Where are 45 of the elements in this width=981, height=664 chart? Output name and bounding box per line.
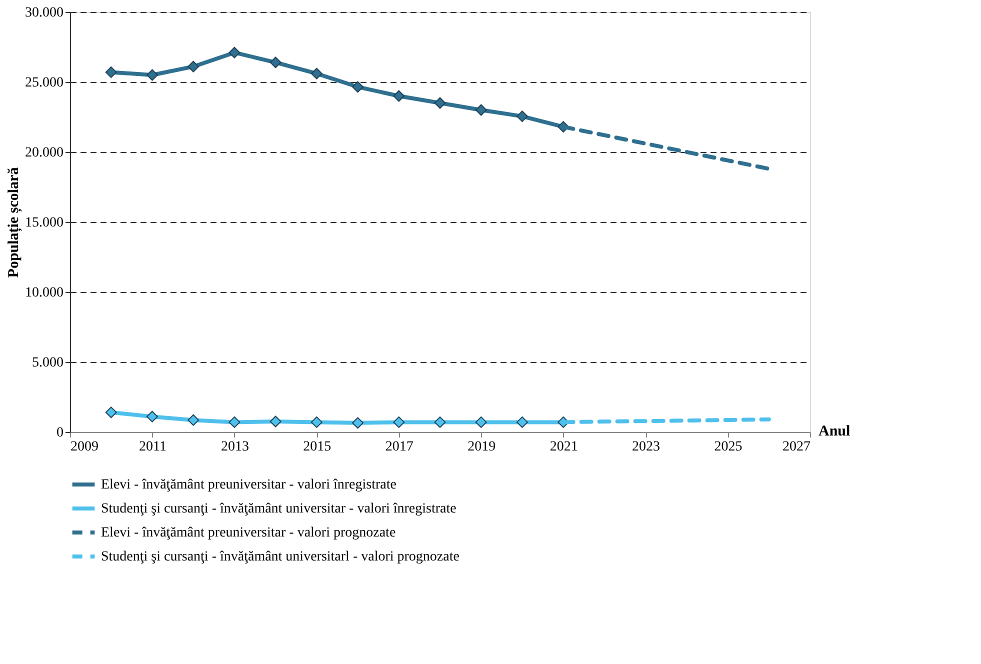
legend-label: Studenţi şi cursanţi - învăţământ universitarl - valori prognozate	[101, 550, 460, 564]
point	[475, 416, 487, 428]
y-tick-label: 25.000	[25, 76, 64, 90]
y-tick-label: 5.000	[32, 356, 64, 370]
point	[105, 66, 117, 78]
point	[105, 406, 117, 418]
x-tick-label: 2023	[632, 440, 660, 454]
x-tick-label: 2025	[714, 440, 742, 454]
x-tick-label: 2015	[303, 440, 332, 454]
point	[188, 60, 200, 72]
legend-label: Elevi - învăţământ preuniversitar - valori înregistrate	[101, 478, 396, 492]
point	[434, 416, 446, 428]
x-tick-label: 2013	[220, 440, 249, 454]
x-tick-label: 2011	[138, 440, 166, 454]
y-tick-label: 0	[56, 426, 64, 440]
point	[188, 414, 200, 426]
point	[352, 81, 364, 93]
x-tick-label: 2027	[782, 440, 810, 454]
y-axis-title: Populație școlară	[6, 166, 22, 278]
y-tick-label: 30.000	[25, 6, 64, 20]
x-tick-label: 2009	[70, 440, 98, 454]
point	[352, 417, 364, 429]
y-tick-label: 20.000	[25, 146, 64, 160]
x-tick-label: 2019	[468, 440, 496, 454]
x-tick-label: 2017	[385, 440, 414, 454]
point	[228, 416, 240, 428]
point	[393, 90, 405, 102]
x-axis-title: Anul	[818, 424, 850, 440]
point	[146, 69, 158, 81]
point	[516, 110, 528, 122]
point	[434, 97, 446, 109]
point	[270, 56, 282, 68]
point	[310, 416, 322, 428]
point	[310, 68, 322, 80]
legend-label: Studenţi şi cursanţi - învăţământ universitar - valori înregistrate	[101, 502, 456, 516]
point	[516, 416, 528, 428]
legend-label: Elevi - învăţământ preuniversitar - valori prognozate	[101, 526, 396, 540]
point	[475, 104, 487, 116]
y-tick-label: 15.000	[25, 216, 64, 230]
x-tick-label: 2021	[550, 440, 578, 454]
point	[228, 46, 240, 58]
point	[270, 416, 282, 428]
point	[146, 410, 158, 422]
point	[393, 416, 405, 428]
y-tick-label: 10.000	[25, 286, 64, 300]
